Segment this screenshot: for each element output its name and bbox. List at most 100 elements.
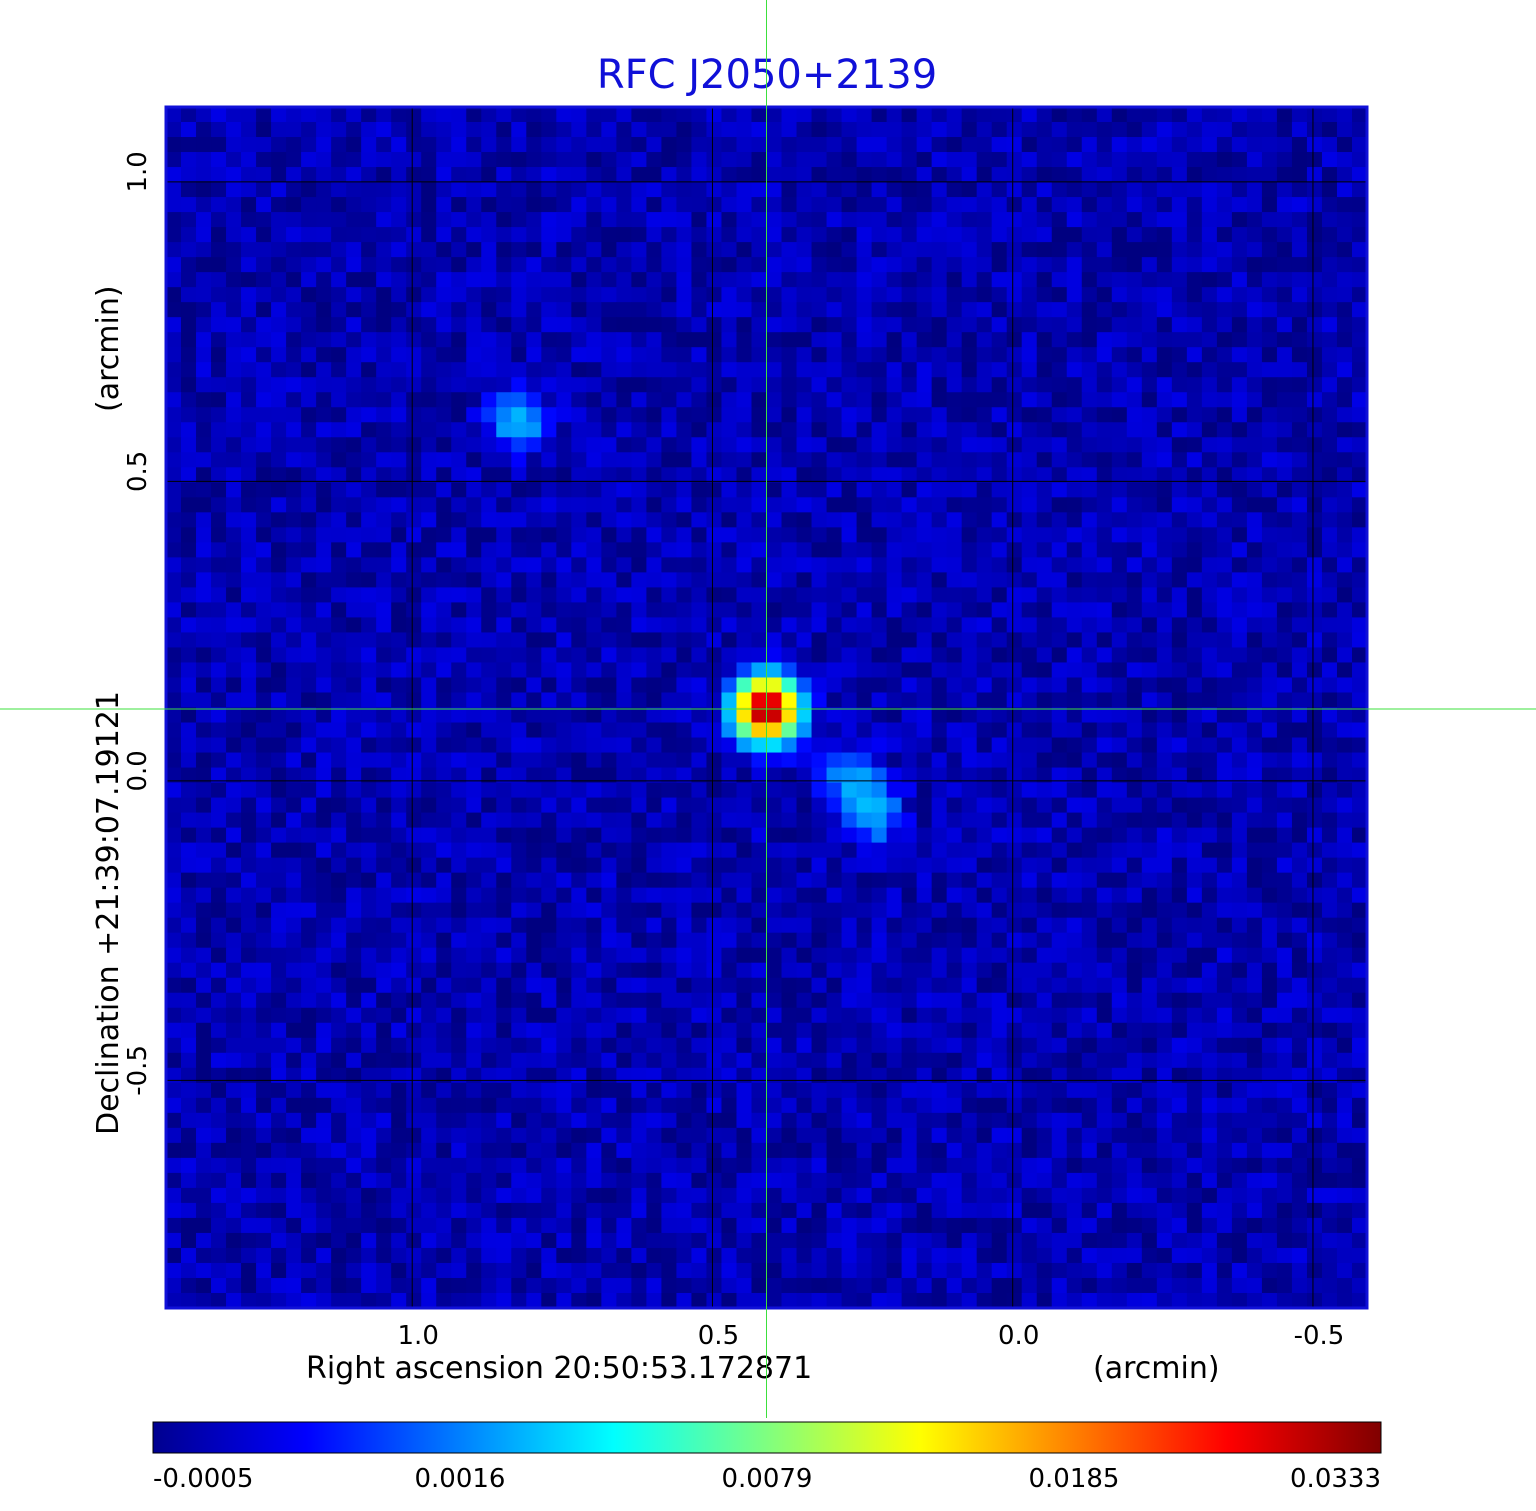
- heatmap-cell: [811, 407, 828, 423]
- heatmap-cell: [181, 617, 197, 634]
- heatmap-cell: [316, 872, 332, 889]
- heatmap-cell: [1321, 827, 1338, 844]
- heatmap-cell: [166, 962, 182, 979]
- heatmap-cell: [301, 932, 317, 949]
- heatmap-cell: [976, 572, 993, 588]
- heatmap-cell: [1201, 197, 1218, 213]
- heatmap-cell: [1276, 737, 1293, 754]
- heatmap-cell: [241, 137, 257, 153]
- heatmap-cell: [706, 962, 723, 979]
- heatmap-cell: [256, 272, 272, 288]
- heatmap-cell: [931, 782, 948, 799]
- heatmap-cell: [751, 422, 768, 438]
- heatmap-cell: [961, 437, 978, 453]
- heatmap-cell: [766, 887, 783, 904]
- heatmap-cell: [511, 992, 527, 1009]
- heatmap-cell: [841, 977, 858, 994]
- heatmap-cell: [1126, 752, 1143, 769]
- heatmap-cell: [376, 287, 392, 303]
- heatmap-cell: [376, 857, 392, 874]
- heatmap-cell: [286, 317, 302, 333]
- heatmap-cell: [1246, 542, 1263, 558]
- heatmap-cell: [511, 257, 527, 273]
- heatmap-cell: [1171, 737, 1188, 754]
- heatmap-cell: [961, 887, 978, 904]
- heatmap-cell: [931, 827, 948, 844]
- heatmap-cell: [886, 227, 903, 243]
- heatmap-cell: [961, 1007, 978, 1024]
- heatmap-cell: [196, 1037, 212, 1054]
- heatmap-cell: [781, 812, 798, 829]
- heatmap-cell: [886, 437, 903, 453]
- heatmap-cell: [271, 797, 287, 814]
- heatmap-cell: [796, 287, 813, 303]
- heatmap-cell: [931, 872, 948, 889]
- heatmap-cell: [301, 827, 317, 844]
- heatmap-cell: [991, 452, 1008, 468]
- heatmap-cell: [1261, 692, 1278, 709]
- heatmap-cell: [1261, 992, 1278, 1009]
- heatmap-cell: [1201, 707, 1218, 724]
- heatmap-cell: [391, 482, 407, 498]
- heatmap-cell: [691, 797, 708, 814]
- heatmap-cell: [1201, 1022, 1218, 1039]
- heatmap-cell: [316, 617, 332, 634]
- heatmap-cell: [541, 947, 557, 964]
- heatmap-cell: [301, 752, 317, 769]
- heatmap-cell: [646, 887, 663, 904]
- heatmap-cell: [946, 317, 963, 333]
- heatmap-cell: [256, 377, 272, 393]
- heatmap-cell: [736, 257, 753, 273]
- heatmap-cell: [676, 107, 693, 123]
- heatmap-cell: [421, 722, 437, 739]
- heatmap-cell: [1231, 887, 1248, 904]
- heatmap-cell: [946, 152, 963, 168]
- heatmap-cell: [361, 1022, 377, 1039]
- heatmap-cell: [496, 977, 512, 994]
- heatmap-cell: [1201, 332, 1218, 348]
- heatmap-cell: [526, 497, 542, 513]
- heatmap-cell: [436, 902, 452, 919]
- heatmap-cell: [961, 107, 978, 123]
- heatmap-cell: [1051, 272, 1068, 288]
- heatmap-cell: [751, 512, 768, 528]
- heatmap-cell: [361, 632, 377, 649]
- heatmap-cell: [646, 752, 663, 769]
- heatmap-cell: [811, 422, 828, 438]
- heatmap-cell: [226, 1037, 242, 1054]
- heatmap-cell: [1351, 377, 1367, 393]
- heatmap-cell: [1066, 947, 1083, 964]
- heatmap-cell: [1081, 497, 1098, 513]
- heatmap-cell: [241, 167, 257, 183]
- heatmap-cell: [571, 692, 587, 709]
- heatmap-cell: [661, 407, 678, 423]
- heatmap-cell: [1081, 677, 1098, 694]
- heatmap-cell: [1186, 977, 1203, 994]
- heatmap-cell: [481, 392, 497, 408]
- heatmap-cell: [1351, 527, 1367, 543]
- heatmap-cell: [1096, 662, 1113, 679]
- heatmap-cell: [256, 1007, 272, 1024]
- heatmap-cell: [811, 857, 828, 874]
- heatmap-cell: [556, 827, 572, 844]
- heatmap-cell: [211, 752, 227, 769]
- heatmap-cell: [1261, 392, 1278, 408]
- heatmap-cell: [1111, 287, 1128, 303]
- heatmap-cell: [781, 107, 798, 123]
- heatmap-cell: [841, 842, 858, 859]
- heatmap-cell: [1321, 182, 1338, 198]
- heatmap-cell: [691, 437, 708, 453]
- heatmap-cell: [1321, 677, 1338, 694]
- heatmap-cell: [586, 902, 602, 919]
- heatmap-cell: [1261, 752, 1278, 769]
- heatmap-cell: [1141, 857, 1158, 874]
- heatmap-cell: [1141, 152, 1158, 168]
- heatmap-cell: [571, 227, 587, 243]
- heatmap-cell: [361, 242, 377, 258]
- heatmap-cell: [541, 272, 557, 288]
- heatmap-cell: [406, 977, 422, 994]
- heatmap-cell: [1156, 992, 1173, 1009]
- heatmap-cell: [1351, 407, 1367, 423]
- heatmap-cell: [541, 107, 557, 123]
- heatmap-cell: [316, 107, 332, 123]
